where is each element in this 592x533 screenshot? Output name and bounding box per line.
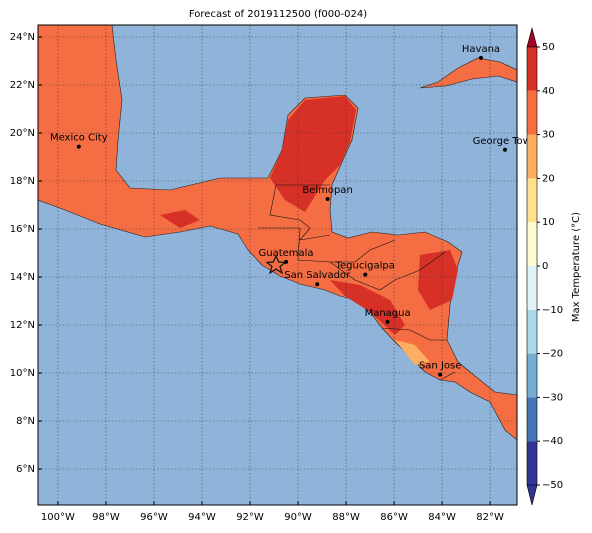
city-label: Mexico City <box>50 133 108 144</box>
city-marker <box>438 372 443 377</box>
hot-zone <box>270 96 356 212</box>
mainland <box>38 25 517 441</box>
x-tick-label: 82°W <box>476 512 504 523</box>
city-marker <box>385 319 390 324</box>
x-tick-label: 96°W <box>140 512 168 523</box>
colorbar-tick-label: 0 <box>542 261 548 272</box>
cool-zone <box>395 340 430 365</box>
colorbar-band <box>527 134 537 179</box>
cuba <box>419 57 517 89</box>
colorbar-tick-label: 10 <box>542 217 555 228</box>
city-label: George Town <box>473 136 538 147</box>
colorbar-band <box>527 441 537 485</box>
colorbar-frame <box>526 46 538 486</box>
y-tick-label: 20°N <box>10 128 35 139</box>
colorbar-tick-label: −30 <box>542 392 563 403</box>
colorbar-tick-label: 40 <box>542 86 555 97</box>
y-tick-label: 22°N <box>10 80 35 91</box>
y-tick-label: 12°N <box>10 320 35 331</box>
x-tick-label: 90°W <box>284 512 312 523</box>
x-tick-label: 86°W <box>380 512 408 523</box>
x-tick-label: 84°W <box>428 512 456 523</box>
colorbar-tick-label: 50 <box>542 42 555 53</box>
colorbar-tick-label: −20 <box>542 349 563 360</box>
colorbar-tick-label: −10 <box>542 305 563 316</box>
city-label: Managua <box>365 308 411 319</box>
city-marker <box>76 144 81 149</box>
country-border <box>258 184 456 381</box>
city-marker <box>325 197 330 201</box>
x-tick-label: 100°W <box>41 512 75 523</box>
city-label: Havana <box>462 44 500 55</box>
colorbar-band <box>527 47 537 91</box>
city-label: San Salvador <box>284 270 351 281</box>
city-label: San Jose <box>419 361 461 372</box>
colorbar-tick-label: −50 <box>542 480 563 491</box>
colorbar-tick-label: 30 <box>542 130 555 141</box>
forecast-point-star <box>265 254 287 275</box>
x-tick-label: 94°W <box>188 512 216 523</box>
colorbar-band <box>527 353 537 398</box>
colorbar-tick-label: −40 <box>542 436 563 447</box>
colorbar-tick-label: 20 <box>542 173 555 184</box>
y-tick-label: 8°N <box>16 416 35 427</box>
y-tick-label: 18°N <box>10 176 35 187</box>
city-marker <box>363 272 368 277</box>
city-label: Tegucigalpa <box>335 261 395 272</box>
y-tick-label: 16°N <box>10 224 35 235</box>
y-tick-label: 10°N <box>10 368 35 379</box>
x-tick-label: 98°W <box>92 512 120 523</box>
y-tick-label: 6°N <box>16 464 35 475</box>
colorbar-band <box>527 266 537 310</box>
y-tick-label: 14°N <box>10 272 35 283</box>
colorbar-band <box>527 222 537 266</box>
colorbar-extend <box>526 484 538 506</box>
colorbar-band <box>527 309 537 354</box>
colorbar-label: Max Temperature (°C) <box>571 212 582 322</box>
colorbar-band <box>527 178 537 223</box>
y-tick-label: 24°N <box>10 32 35 43</box>
map-frame <box>37 24 518 506</box>
colorbar-extend <box>526 26 538 48</box>
x-tick-label: 92°W <box>236 512 264 523</box>
city-marker <box>478 55 483 60</box>
hot-zone <box>418 250 458 310</box>
city-label: Belmopan <box>302 185 352 196</box>
colorbar-band <box>527 397 537 442</box>
city-marker <box>284 259 289 264</box>
x-tick-label: 88°W <box>332 512 360 523</box>
city-marker <box>315 282 320 287</box>
colorbar-band <box>527 90 537 135</box>
city-marker <box>502 147 507 152</box>
map-title: Forecast of 2019112500 (f000-024) <box>189 9 367 20</box>
hot-zone <box>160 210 200 228</box>
city-label: Guatemala <box>258 248 313 259</box>
